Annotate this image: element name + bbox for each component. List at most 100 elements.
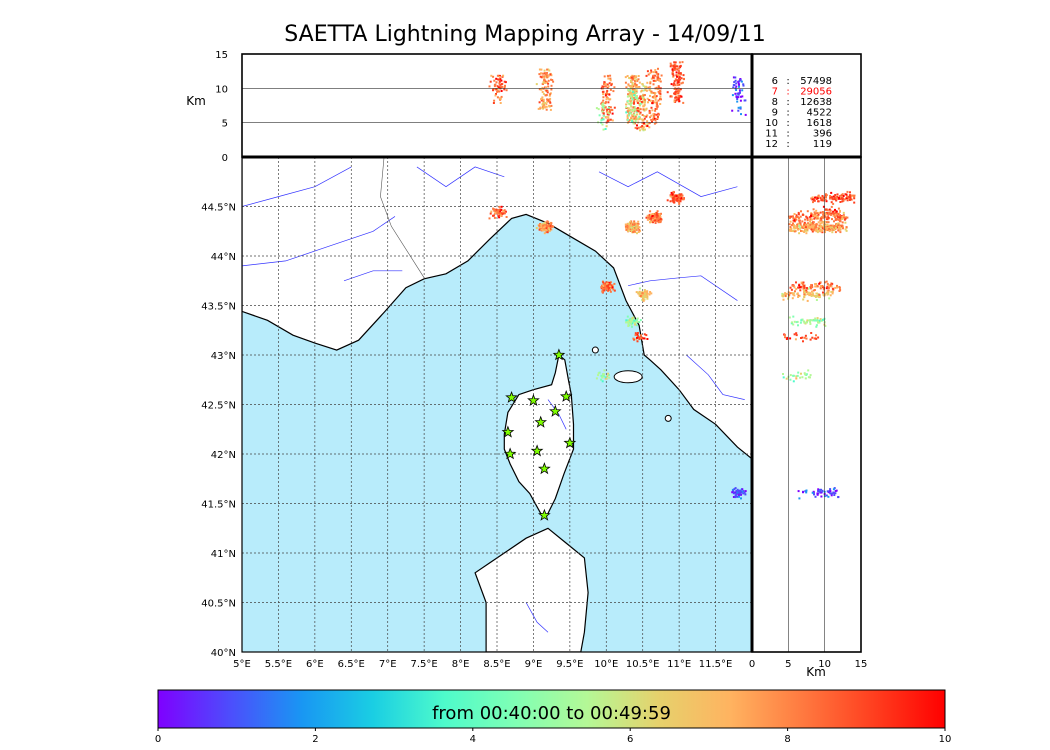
source-point-side bbox=[797, 228, 800, 231]
source-point-side bbox=[819, 230, 822, 233]
lightning-sources bbox=[488, 190, 747, 500]
source-point bbox=[609, 286, 612, 289]
source-point-top bbox=[495, 81, 498, 84]
source-point bbox=[603, 369, 606, 372]
source-point-top bbox=[535, 83, 538, 86]
source-point-side bbox=[809, 376, 811, 379]
source-point-top bbox=[741, 89, 744, 92]
source-point-side bbox=[816, 285, 819, 288]
source-point-top bbox=[673, 100, 676, 103]
source-point-top bbox=[742, 84, 745, 87]
source-point-side bbox=[841, 218, 844, 220]
source-point-top bbox=[629, 77, 632, 80]
source-point bbox=[731, 488, 734, 491]
source-point bbox=[630, 226, 633, 229]
source-point-side bbox=[807, 376, 810, 379]
source-point-side bbox=[837, 229, 840, 232]
source-point-side bbox=[821, 199, 824, 202]
source-point bbox=[680, 193, 683, 196]
source-point-top bbox=[600, 119, 603, 122]
source-point bbox=[735, 492, 738, 495]
source-point bbox=[678, 194, 681, 197]
source-point-top bbox=[606, 83, 609, 86]
source-point-side bbox=[827, 224, 830, 227]
source-point-side bbox=[790, 228, 793, 230]
source-point-top bbox=[732, 76, 735, 79]
source-point-side bbox=[838, 228, 841, 231]
source-point-top bbox=[672, 84, 675, 87]
source-point-top bbox=[543, 105, 546, 108]
source-point-side bbox=[830, 213, 832, 216]
source-point-side bbox=[792, 215, 794, 218]
source-point-side bbox=[832, 210, 835, 213]
source-point-top bbox=[498, 75, 501, 78]
source-point-side bbox=[792, 293, 795, 296]
source-point-side bbox=[842, 227, 844, 230]
source-point bbox=[639, 295, 642, 297]
source-point bbox=[499, 208, 502, 211]
source-point-top bbox=[607, 120, 610, 123]
source-point-side bbox=[804, 229, 807, 232]
source-point-top bbox=[630, 101, 633, 104]
source-point bbox=[651, 215, 654, 217]
count-level: 11 bbox=[765, 129, 778, 140]
source-point-top bbox=[496, 90, 499, 93]
source-point-top bbox=[640, 98, 642, 100]
source-point bbox=[548, 229, 551, 232]
source-point-side bbox=[810, 319, 813, 322]
source-point bbox=[600, 374, 603, 377]
source-point-top bbox=[602, 96, 605, 99]
source-point bbox=[637, 223, 640, 225]
source-point-top bbox=[658, 113, 660, 116]
source-point bbox=[657, 221, 660, 224]
source-point-side bbox=[824, 231, 826, 234]
source-point-top bbox=[493, 85, 496, 88]
source-point-side bbox=[809, 292, 812, 295]
source-point bbox=[494, 211, 497, 214]
source-point bbox=[628, 223, 631, 226]
source-point-side bbox=[804, 226, 807, 229]
source-point-side bbox=[829, 294, 832, 297]
source-point-top bbox=[607, 106, 610, 109]
source-point-top bbox=[653, 74, 656, 77]
source-point-top bbox=[603, 83, 606, 85]
source-point-top bbox=[676, 75, 678, 78]
source-point bbox=[643, 333, 646, 336]
source-point-side bbox=[808, 294, 811, 297]
source-point-side bbox=[784, 293, 787, 296]
source-point bbox=[547, 225, 550, 227]
source-point-side bbox=[800, 230, 802, 232]
source-point-top bbox=[652, 113, 655, 116]
source-point-side bbox=[822, 288, 825, 291]
source-point-top bbox=[610, 82, 613, 85]
source-point bbox=[649, 210, 652, 213]
source-point-side bbox=[792, 374, 795, 377]
source-point-side bbox=[844, 193, 847, 196]
side-tick-label: 5 bbox=[785, 659, 791, 670]
source-point bbox=[637, 225, 640, 228]
source-point-top bbox=[503, 88, 506, 91]
source-point-side bbox=[814, 226, 817, 229]
source-point-top bbox=[649, 72, 652, 75]
source-point-top bbox=[625, 106, 628, 109]
map-layer bbox=[242, 157, 752, 652]
source-point-side bbox=[815, 225, 817, 228]
source-point bbox=[634, 222, 637, 225]
source-point-side bbox=[815, 334, 817, 337]
source-point bbox=[601, 290, 604, 293]
source-point-side bbox=[807, 369, 810, 372]
source-point-side bbox=[846, 199, 849, 202]
count-level: 8 bbox=[772, 97, 778, 108]
source-point bbox=[505, 216, 508, 218]
source-point-top bbox=[650, 70, 653, 73]
source-point-side bbox=[814, 216, 817, 219]
source-point-top bbox=[542, 105, 545, 108]
source-point bbox=[650, 292, 653, 295]
source-point bbox=[636, 332, 639, 334]
source-point-side bbox=[811, 336, 814, 339]
source-point-top bbox=[737, 80, 740, 83]
source-point-top bbox=[652, 79, 655, 82]
source-point-side bbox=[791, 297, 794, 300]
lon-tick-label: 7°E bbox=[379, 659, 397, 670]
source-point bbox=[608, 287, 611, 289]
